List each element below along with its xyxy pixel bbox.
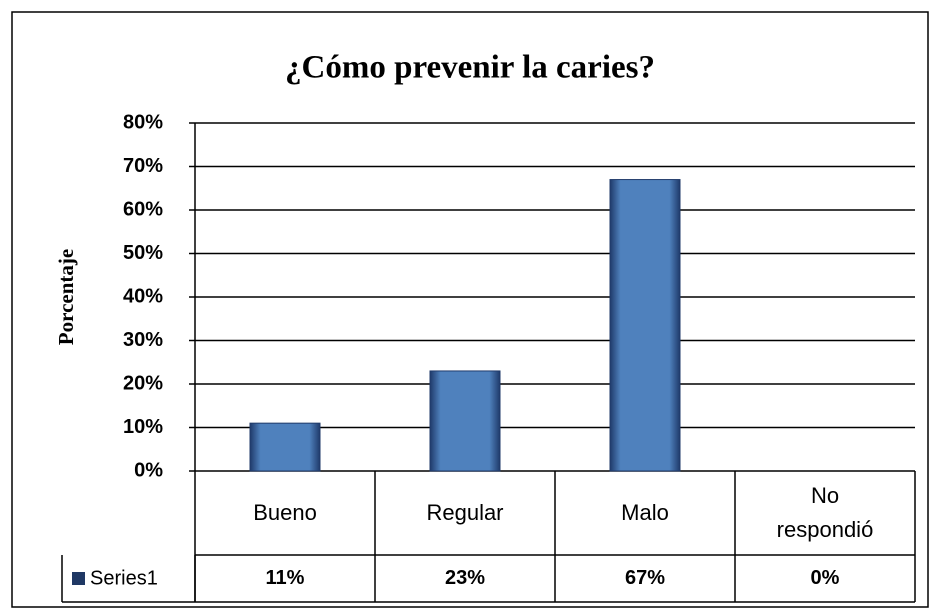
chart-frame xyxy=(11,11,929,608)
y-axis-label: Porcentaje xyxy=(54,249,78,345)
data-table-value: 0% xyxy=(811,567,840,589)
bar xyxy=(609,179,681,472)
chart-title: ¿Cómo prevenir la caries? xyxy=(285,50,655,86)
legend-swatch xyxy=(72,572,85,585)
bar xyxy=(429,370,501,472)
category-cell: Malo xyxy=(621,500,669,525)
bar xyxy=(249,422,321,472)
y-tick-label: 0% xyxy=(134,459,163,481)
x-tick-label: Regular xyxy=(426,500,504,525)
category-cell: No respondió xyxy=(776,483,874,542)
legend-label: Series1 xyxy=(90,567,158,589)
x-tick-label: Malo xyxy=(621,500,669,525)
y-tick-label: 40% xyxy=(123,285,163,307)
x-tick-label: No respondió xyxy=(776,483,874,542)
category-cell: Regular xyxy=(426,500,504,525)
y-tick-label: 60% xyxy=(123,198,163,220)
data-table-value: 23% xyxy=(445,567,485,589)
y-tick-label: 70% xyxy=(123,155,163,177)
y-tick-label: 30% xyxy=(123,329,163,351)
data-table-value: 67% xyxy=(625,567,665,589)
data-table-value: 11% xyxy=(266,567,305,589)
y-tick-label: 20% xyxy=(123,372,163,394)
y-tick-label: 50% xyxy=(123,242,163,264)
y-tick-label: 80% xyxy=(123,111,163,133)
y-tick-label: 10% xyxy=(123,416,163,438)
category-cell: Bueno xyxy=(253,500,317,525)
x-tick-label: Bueno xyxy=(253,500,317,525)
